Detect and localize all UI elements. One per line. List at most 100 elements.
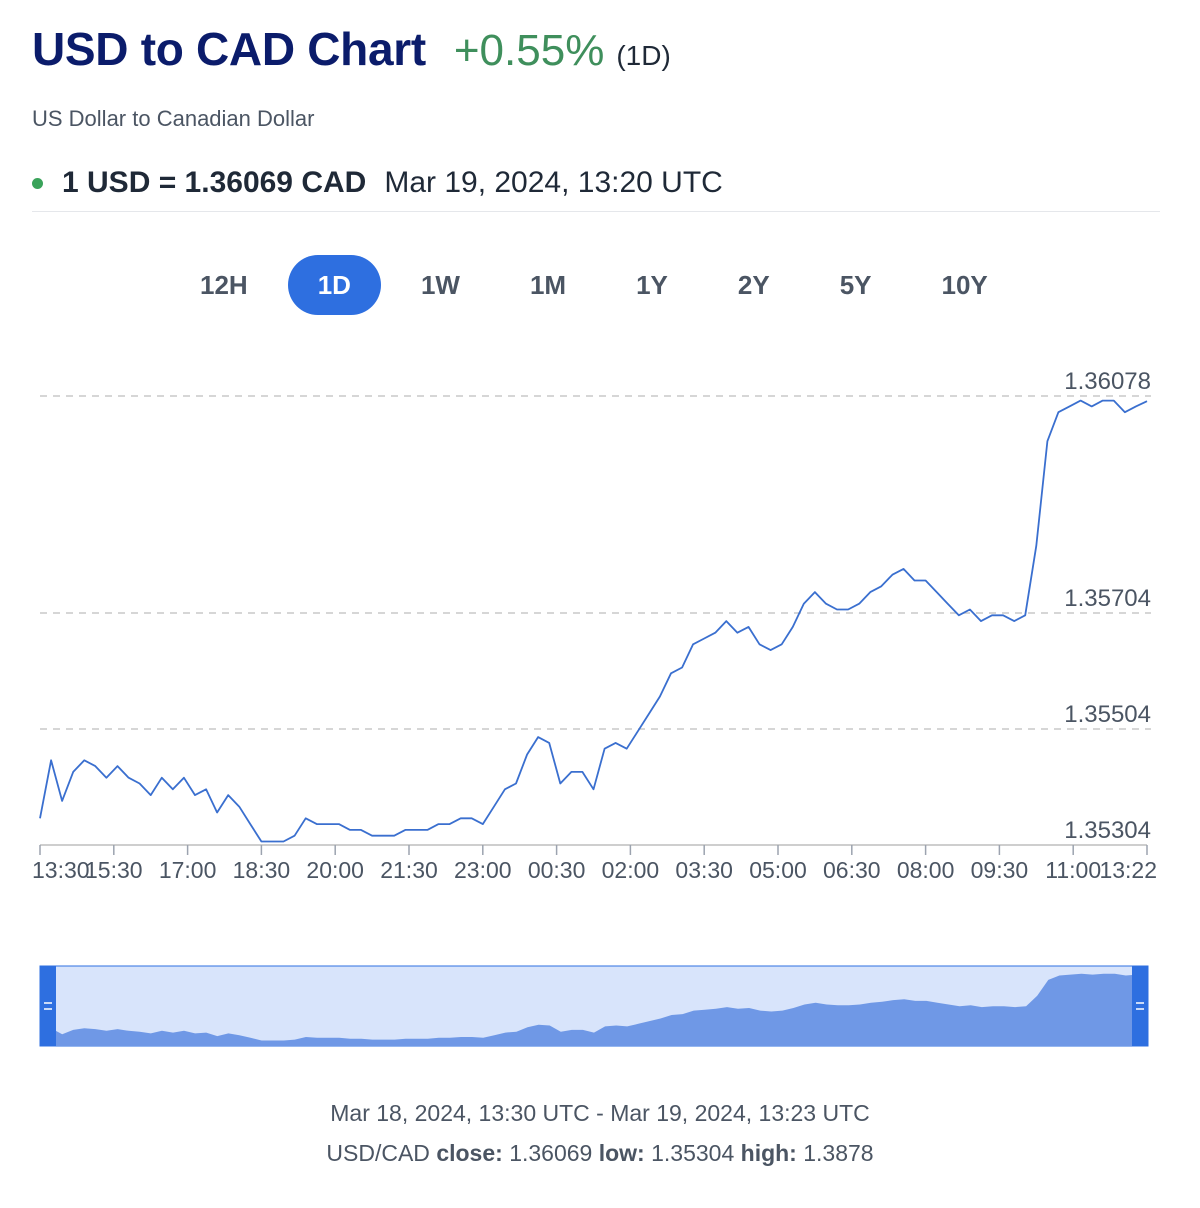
data-point[interactable] [1033,543,1039,549]
data-point[interactable] [845,606,851,612]
data-point[interactable] [203,786,209,792]
data-point[interactable] [458,815,464,821]
data-point[interactable] [1067,403,1073,409]
data-point[interactable] [225,792,231,798]
data-point[interactable] [945,601,951,607]
data-point[interactable] [967,606,973,612]
data-point[interactable] [1000,612,1006,618]
data-point[interactable] [934,589,940,595]
data-point[interactable] [768,647,774,653]
data-point[interactable] [1133,403,1139,409]
data-point[interactable] [192,792,198,798]
data-point[interactable] [513,781,519,787]
data-point[interactable] [314,821,320,827]
data-point[interactable] [668,670,674,676]
data-point[interactable] [391,833,397,839]
data-point[interactable] [336,821,342,827]
data-point[interactable] [491,804,497,810]
data-point[interactable] [712,630,718,636]
data-point[interactable] [812,589,818,595]
data-point[interactable] [436,821,442,827]
navigator-handle-left[interactable] [40,966,56,1046]
data-point[interactable] [1011,618,1017,624]
data-point[interactable] [159,775,165,781]
data-point[interactable] [92,763,98,769]
navigator-handle-right[interactable] [1132,966,1148,1046]
data-point[interactable] [701,635,707,641]
data-point[interactable] [48,757,54,763]
data-point[interactable] [535,734,541,740]
data-point[interactable] [790,624,796,630]
data-point[interactable] [148,792,154,798]
data-point[interactable] [81,757,87,763]
data-point[interactable] [369,833,375,839]
data-point[interactable] [1122,409,1128,415]
data-point[interactable] [889,572,895,578]
data-point[interactable] [469,815,475,821]
data-point[interactable] [236,804,242,810]
data-point[interactable] [347,827,353,833]
data-point[interactable] [779,641,785,647]
data-point[interactable] [757,641,763,647]
data-point[interactable] [679,664,685,670]
data-point[interactable] [524,752,530,758]
data-point[interactable] [900,566,906,572]
data-point[interactable] [292,833,298,839]
tab-10y[interactable]: 10Y [941,270,988,300]
data-point[interactable] [1100,398,1106,404]
tab-1m[interactable]: 1M [529,270,567,300]
data-point[interactable] [690,641,696,647]
data-point[interactable] [37,815,43,821]
data-point[interactable] [59,798,65,804]
data-point[interactable] [214,810,220,816]
data-point[interactable] [137,781,143,787]
tab-12h[interactable]: 12H [200,270,248,300]
data-point[interactable] [823,601,829,607]
data-point[interactable] [247,821,253,827]
tab-1y[interactable]: 1Y [636,270,668,300]
data-point[interactable] [568,769,574,775]
data-point[interactable] [734,630,740,636]
data-point[interactable] [181,775,187,781]
data-point[interactable] [579,769,585,775]
data-point[interactable] [989,612,995,618]
data-point[interactable] [413,827,419,833]
data-point[interactable] [402,827,408,833]
tab-2y[interactable]: 2Y [737,270,770,300]
data-point[interactable] [591,786,597,792]
data-point[interactable] [635,728,641,734]
data-point[interactable] [1089,403,1095,409]
data-point[interactable] [358,827,364,833]
data-point[interactable] [103,775,109,781]
data-point[interactable] [956,612,962,618]
data-point[interactable] [978,618,984,624]
data-point[interactable] [657,693,663,699]
data-point[interactable] [480,821,486,827]
data-point[interactable] [258,839,264,845]
data-point[interactable] [613,740,619,746]
data-point[interactable] [1055,409,1061,415]
data-point[interactable] [602,746,608,752]
data-point[interactable] [878,583,884,589]
data-point[interactable] [424,827,430,833]
data-point[interactable] [269,839,275,845]
tab-1d[interactable]: 1D [287,255,381,315]
data-point[interactable] [834,606,840,612]
data-point[interactable] [325,821,331,827]
data-point[interactable] [1044,438,1050,444]
data-point[interactable] [546,740,552,746]
data-point[interactable] [114,763,120,769]
data-point[interactable] [745,624,751,630]
data-point[interactable] [303,815,309,821]
data-point[interactable] [923,577,929,583]
data-point[interactable] [867,589,873,595]
data-point[interactable] [912,577,918,583]
data-point[interactable] [1144,398,1150,404]
data-point[interactable] [70,769,76,775]
data-point[interactable] [170,786,176,792]
data-point[interactable] [801,601,807,607]
data-point[interactable] [624,746,630,752]
data-point[interactable] [502,786,508,792]
data-point[interactable] [1022,612,1028,618]
